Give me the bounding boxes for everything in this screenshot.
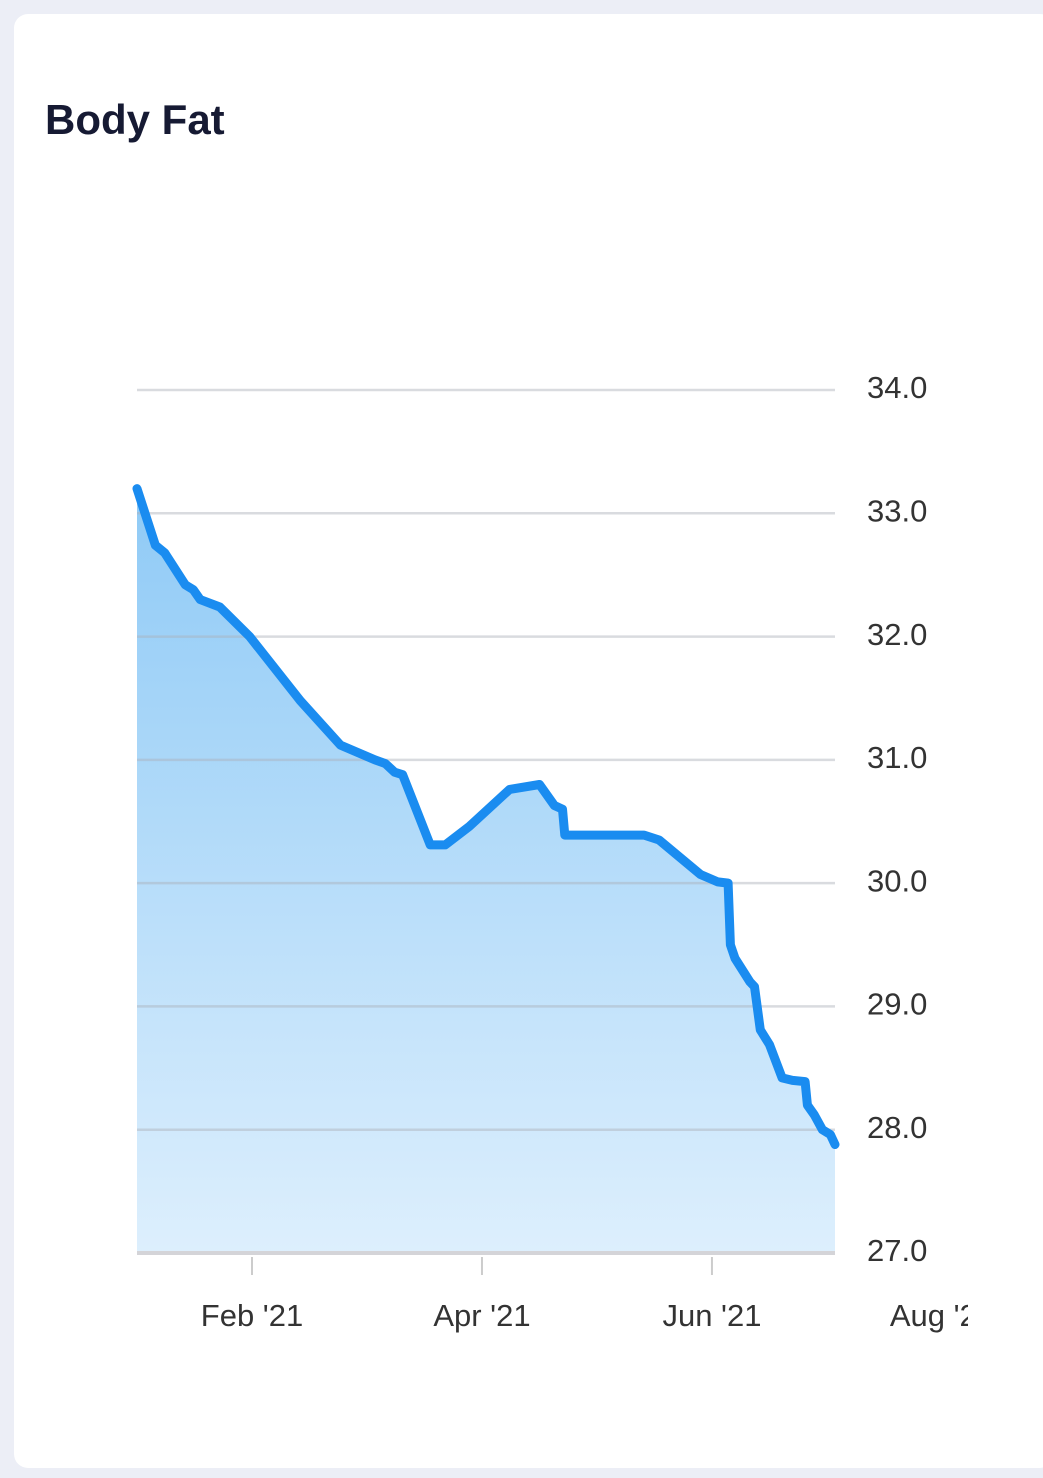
area-fill <box>137 488 835 1254</box>
y-tick-label: 34.0 <box>867 370 927 405</box>
y-tick-label: 30.0 <box>867 863 927 898</box>
card-title: Body Fat <box>45 96 225 143</box>
y-tick-label: 32.0 <box>867 617 927 652</box>
y-tick-label: 27.0 <box>867 1233 927 1268</box>
y-tick-label: 31.0 <box>867 740 927 775</box>
x-tick-label: Aug '21 <box>890 1298 994 1333</box>
x-tick-label: Feb '21 <box>201 1298 303 1333</box>
x-tick-label: Apr '21 <box>433 1298 530 1333</box>
x-tick-label: Jun '21 <box>662 1298 761 1333</box>
area-line <box>132 484 840 1149</box>
y-tick-label: 33.0 <box>867 493 927 528</box>
y-tick-label: 29.0 <box>867 987 927 1022</box>
y-tick-label: 28.0 <box>867 1110 927 1145</box>
